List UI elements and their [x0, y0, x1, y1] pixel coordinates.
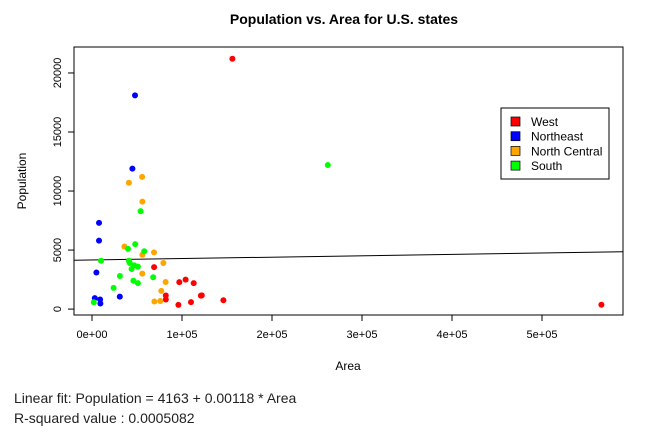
fit-line-group — [73, 251, 624, 261]
legend-swatch — [510, 131, 521, 142]
data-point — [157, 297, 164, 304]
data-point — [220, 297, 227, 304]
data-point — [198, 292, 205, 299]
data-point — [229, 55, 236, 62]
data-point — [134, 263, 141, 270]
data-point — [151, 298, 158, 305]
y-tick-label: 5000 — [52, 238, 64, 262]
y-axis: 0 5000 10000 15000 20000 — [52, 58, 75, 312]
data-point — [132, 92, 139, 99]
data-point — [141, 248, 148, 255]
x-tick-label: 3e+05 — [347, 329, 378, 341]
data-point — [598, 301, 605, 308]
data-point — [129, 165, 136, 172]
data-point — [130, 277, 137, 284]
data-point — [190, 280, 197, 287]
x-tick-label: 2e+05 — [257, 329, 288, 341]
data-point — [139, 173, 146, 180]
legend-swatch — [510, 116, 521, 127]
x-tick-label: 4e+05 — [437, 329, 468, 341]
data-point — [150, 274, 157, 281]
data-point — [96, 219, 103, 226]
data-point — [126, 260, 133, 267]
data-point — [98, 257, 104, 264]
points-group — [90, 55, 605, 308]
data-point — [162, 278, 169, 285]
y-tick-label: 20000 — [52, 58, 64, 89]
data-point — [158, 287, 165, 294]
data-point — [125, 245, 131, 252]
data-point — [96, 237, 103, 244]
data-point — [116, 273, 123, 280]
y-tick-label: 10000 — [52, 176, 64, 207]
data-point — [324, 162, 331, 169]
y-tick-label: 15000 — [52, 117, 64, 148]
data-point — [110, 284, 117, 291]
data-point — [139, 270, 146, 277]
legend-swatch — [510, 160, 521, 171]
plot-frame — [73, 46, 624, 316]
x-tick-label: 0e+00 — [77, 329, 108, 341]
data-point — [176, 279, 183, 286]
fit-equation-text: Linear fit: Population = 4163 + 0.00118 … — [14, 390, 297, 406]
data-point — [128, 265, 135, 272]
data-point — [125, 179, 132, 186]
legend-label: West — [531, 115, 559, 129]
scatter-plot: Population vs. Area for U.S. states 0e+0… — [15, 11, 624, 373]
data-point — [160, 260, 167, 267]
data-point — [139, 198, 146, 205]
data-point — [188, 299, 194, 306]
data-point — [162, 296, 169, 303]
x-axis-label: Area — [335, 359, 361, 373]
data-point — [151, 249, 158, 256]
data-point — [93, 269, 100, 276]
data-point — [116, 293, 123, 300]
data-point — [132, 241, 139, 248]
data-point — [137, 208, 144, 215]
legend-label: North Central — [531, 144, 602, 158]
x-tick-label: 5e+05 — [527, 329, 558, 341]
x-axis: 0e+00 1e+05 2e+05 3e+05 4e+05 5e+05 — [77, 314, 558, 341]
chart-title: Population vs. Area for U.S. states — [230, 11, 458, 27]
y-tick-label: 0 — [52, 306, 64, 312]
r-squared-text: R-squared value : 0.0005082 — [14, 410, 195, 426]
x-tick-label: 1e+05 — [167, 329, 198, 341]
legend-swatch — [510, 146, 521, 156]
legend-label: South — [531, 159, 562, 173]
data-point — [182, 276, 189, 283]
y-axis-label: Population — [15, 153, 29, 210]
data-point — [175, 301, 182, 308]
data-point — [151, 264, 158, 271]
data-point — [97, 300, 104, 307]
data-point — [90, 299, 97, 306]
fit-line — [73, 251, 624, 261]
legend-label: Northeast — [531, 130, 584, 144]
data-point — [134, 280, 141, 287]
